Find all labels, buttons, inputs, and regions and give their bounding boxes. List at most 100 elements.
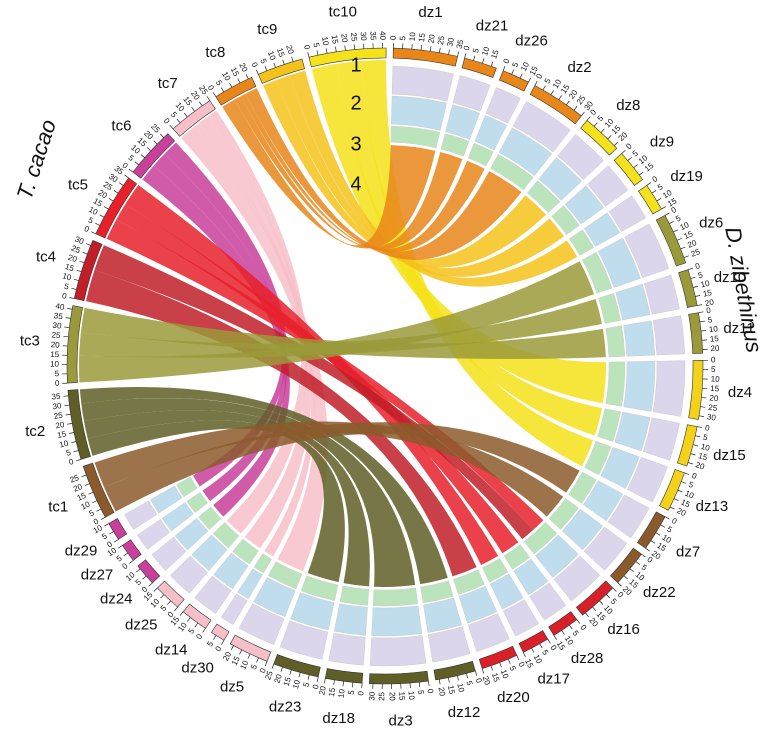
tick-label: 5 (205, 639, 215, 648)
synteny-link (94, 245, 534, 540)
synteny-link (207, 110, 308, 534)
chromosome-band (273, 654, 321, 678)
tick-label: 0 (121, 161, 130, 171)
chromosome-band (210, 623, 230, 641)
tick-mark (73, 450, 79, 453)
chromosome-band (137, 559, 161, 584)
tick-label: 0 (68, 457, 75, 467)
track-ring (467, 613, 510, 652)
tick-mark (695, 295, 701, 297)
tick-mark (88, 491, 94, 495)
synteny-link (336, 60, 602, 436)
tick-mark (607, 135, 612, 140)
synteny-link (125, 184, 499, 565)
track-ring (161, 502, 194, 532)
track-ring (452, 75, 491, 112)
tick-mark (698, 311, 704, 314)
tick-mark (118, 545, 123, 549)
tick-label: 0 (534, 72, 544, 81)
tick-mark (273, 62, 276, 68)
tick-label: 25 (436, 35, 446, 46)
tick-label: 30 (74, 235, 86, 247)
tick-label: 5 (134, 577, 144, 587)
tick-label: 20 (284, 44, 295, 56)
chromosome-label: dz22 (643, 584, 676, 601)
tick-label: 20 (237, 61, 249, 73)
tick-label: 20 (317, 685, 328, 696)
chromosome-band (95, 177, 138, 239)
tick-label: 10 (408, 31, 418, 41)
tick-label: 10 (266, 50, 278, 62)
chromosome-label: dz11 (723, 320, 754, 337)
tick-mark (693, 285, 699, 288)
tick-mark (264, 65, 268, 71)
track-ring (176, 476, 198, 498)
tick-mark (664, 516, 670, 520)
tick-mark (220, 87, 225, 93)
tick-mark (307, 674, 310, 680)
tick-mark (212, 92, 217, 97)
tick-label: 0 (516, 661, 526, 669)
group-label: T. cacao (12, 116, 61, 202)
tick-mark (646, 182, 652, 186)
tick-mark (316, 676, 319, 682)
track-ring (124, 500, 158, 530)
chromosome-label: dz15 (713, 447, 746, 464)
tick-label: 5 (464, 680, 474, 687)
chromosome-band (229, 634, 272, 662)
tick-mark (134, 161, 139, 166)
track-ring (597, 408, 621, 442)
tick-mark (282, 59, 285, 65)
tick-label: 0 (92, 516, 101, 526)
tick-mark (558, 95, 562, 100)
chromosome-band (392, 47, 458, 67)
tick-label: 15 (76, 491, 88, 503)
tick-label: 5 (609, 597, 619, 607)
tick-label: 0 (645, 555, 654, 565)
chromosome-label: dz26 (515, 33, 548, 50)
tick-label: 10 (50, 360, 59, 369)
tick-label: 30 (359, 32, 369, 42)
track-ring (607, 494, 650, 539)
tick-mark (457, 675, 459, 681)
tick-mark (418, 682, 421, 688)
tick-label: 5 (543, 76, 553, 85)
tick-label: 5 (596, 113, 606, 123)
chromosome-label: tc2 (25, 423, 45, 440)
tick-label: 30 (706, 412, 717, 422)
tick-label: 5 (159, 603, 169, 613)
tick-mark (700, 406, 706, 408)
tick-mark (128, 168, 134, 173)
tick-mark (690, 453, 696, 456)
tick-mark (81, 474, 87, 478)
tick-mark (333, 679, 335, 685)
tick-mark (511, 69, 514, 75)
chromosome-band (518, 630, 549, 653)
tick-mark (428, 680, 430, 687)
tick-mark (684, 472, 690, 475)
track-ring (652, 315, 686, 356)
chromosome-band (688, 312, 704, 354)
tick-label: 5 (311, 42, 321, 49)
track-ring (150, 485, 183, 514)
tick-label: 15 (523, 657, 535, 669)
tick-label: 25 (70, 244, 82, 256)
tick-mark (71, 441, 77, 444)
tick-label: 10 (59, 439, 70, 450)
tick-label: 5 (55, 369, 60, 378)
tick-mark (325, 48, 328, 54)
synteny-link (142, 165, 290, 517)
tick-label: 15 (683, 229, 695, 241)
tick-mark (464, 53, 467, 59)
track-ring (253, 553, 272, 574)
tick-label: 15 (275, 47, 287, 59)
tick-label: 5 (187, 626, 197, 635)
tick-mark (474, 670, 478, 676)
tick-mark (124, 174, 129, 179)
tick-label: 0 (670, 516, 679, 526)
chromosome-band (108, 518, 128, 540)
synteny-link (263, 79, 547, 268)
tick-label: 5 (301, 681, 311, 688)
chromosome-label: dz24 (100, 590, 133, 607)
tick-label: 0 (206, 84, 216, 93)
